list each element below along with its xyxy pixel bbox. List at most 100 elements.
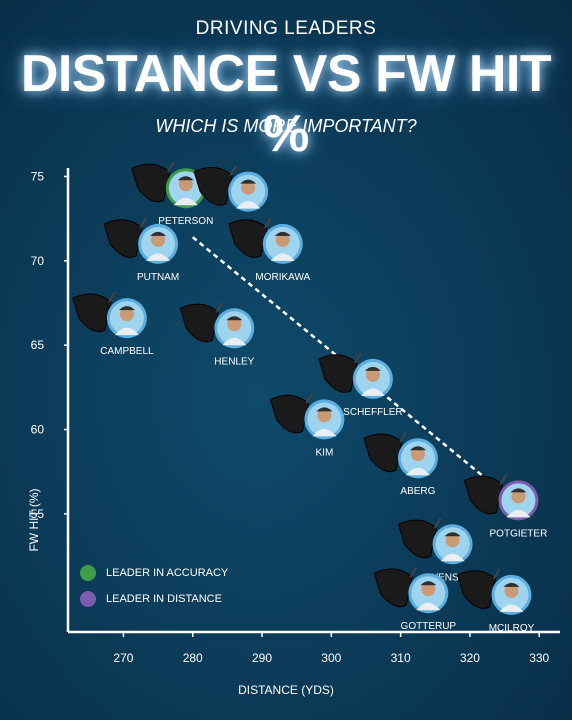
avatar-cap-icon <box>226 316 243 321</box>
avatar-face-icon <box>317 408 332 423</box>
y-tick-label: 65 <box>31 338 45 352</box>
avatar-cap-icon <box>503 582 520 587</box>
y-tick-label: 55 <box>31 507 45 521</box>
point-label: GOTTERUP <box>401 621 457 632</box>
driver-hosel-icon <box>166 161 175 173</box>
avatar-face-icon <box>275 232 290 247</box>
avatar-shirt-icon <box>146 253 171 261</box>
driver-head-icon <box>72 293 112 333</box>
avatar-face-icon <box>151 232 166 247</box>
y-tick-label: 60 <box>31 423 45 437</box>
driver-hosel-icon <box>354 352 362 364</box>
avatar-shirt-icon <box>506 509 531 518</box>
x-tick-label: 330 <box>529 651 549 665</box>
point-label: ABERG <box>400 486 435 497</box>
driver-hosel-icon <box>492 568 501 580</box>
x-tick-label: 290 <box>252 651 272 665</box>
driver-head-icon <box>373 568 413 608</box>
point-label: MCILROY <box>489 623 535 634</box>
data-point-peterson: PETERSON <box>131 161 213 227</box>
avatar-face-icon <box>365 367 380 382</box>
data-point-svensson: SVENSSON <box>397 517 481 583</box>
avatar-face-icon <box>410 447 425 462</box>
data-point-aberg: ABERG <box>363 431 438 497</box>
x-tick-label: 300 <box>321 651 341 665</box>
avatar-cap-icon <box>118 306 135 311</box>
avatar-face-icon <box>241 180 256 195</box>
point-label: SVENSSON <box>425 572 481 583</box>
point-label: MORIKAWA <box>255 272 310 283</box>
point-label: POTGIETER <box>490 528 548 539</box>
driver-hosel-icon <box>215 301 224 313</box>
legend-label-accuracy: LEADER IN ACCURACY <box>106 567 229 579</box>
legend-label-distance: LEADER IN DISTANCE <box>106 593 222 605</box>
point-label: SCHEFFLER <box>343 407 402 418</box>
avatar-shirt-icon <box>270 253 295 261</box>
legend-item-accuracy: LEADER IN ACCURACY <box>80 564 228 582</box>
avatar-shirt-icon <box>114 327 139 336</box>
data-point-campbell: CAMPBELL <box>72 291 154 357</box>
y-tick-label: 70 <box>31 254 45 268</box>
data-point-scheffler: SCHEFFLER <box>318 352 403 418</box>
x-axis-label: DISTANCE (YDS) <box>238 683 334 697</box>
avatar-shirt-icon <box>312 428 337 437</box>
avatar-face-icon <box>511 489 526 504</box>
driver-head-icon <box>456 570 497 609</box>
avatar-cap-icon <box>150 231 167 236</box>
driver-head-icon <box>397 519 438 559</box>
chart-title: DISTANCE VS FW HIT % <box>20 45 552 163</box>
avatar-face-icon <box>421 582 436 597</box>
driver-hosel-icon <box>305 392 314 404</box>
point-label: CAMPBELL <box>100 346 154 357</box>
x-tick-label: 320 <box>460 651 480 665</box>
legend-item-distance: LEADER IN DISTANCE <box>80 590 228 608</box>
avatar-cap-icon <box>240 179 257 184</box>
avatar-cap-icon <box>274 231 291 236</box>
legend-swatch-accuracy <box>80 565 96 581</box>
avatar-shirt-icon <box>416 602 441 611</box>
avatar-shirt-icon <box>236 201 261 209</box>
driver-head-icon <box>103 219 143 258</box>
avatar-cap-icon <box>510 488 527 493</box>
avatar-face-icon <box>119 307 134 322</box>
driver-head-icon <box>228 219 268 258</box>
point-label: KIM <box>316 447 334 458</box>
data-point-henley: HENLEY <box>179 301 255 367</box>
driver-hosel-icon <box>263 217 272 229</box>
chart-kicker: DRIVING LEADERS <box>195 18 377 39</box>
legend: LEADER IN ACCURACY LEADER IN DISTANCE <box>80 564 228 616</box>
driver-hosel-icon <box>229 165 238 177</box>
avatar-cap-icon <box>444 532 461 537</box>
x-tick-label: 270 <box>113 651 133 665</box>
driver-hosel-icon <box>108 291 116 303</box>
x-tick-label: 310 <box>391 651 411 665</box>
driver-head-icon <box>463 475 503 515</box>
point-label: PETERSON <box>158 216 213 227</box>
driver-head-icon <box>269 394 309 434</box>
driver-hosel-icon <box>409 566 418 578</box>
avatar-shirt-icon <box>173 197 198 206</box>
y-tick-label: 75 <box>31 169 45 183</box>
avatar-face-icon <box>227 317 242 332</box>
driver-head-icon <box>193 166 233 206</box>
data-point-potgieter: POTGIETER <box>463 473 548 539</box>
driver-head-icon <box>363 433 403 473</box>
driver-hosel-icon <box>433 517 442 529</box>
avatar-cap-icon <box>364 366 381 371</box>
avatar-face-icon <box>504 583 519 598</box>
avatar-face-icon <box>178 177 193 192</box>
driver-hosel-icon <box>399 431 407 443</box>
driver-head-icon <box>318 354 358 393</box>
point-label: PUTNAM <box>137 272 179 283</box>
avatar-cap-icon <box>409 446 426 451</box>
driver-hosel-icon <box>139 217 147 229</box>
driver-head-icon <box>179 303 219 343</box>
avatar-shirt-icon <box>405 467 430 476</box>
avatar-cap-icon <box>177 176 194 181</box>
avatar-shirt-icon <box>499 604 524 612</box>
legend-swatch-distance <box>80 591 96 607</box>
data-point-gotterup: GOTTERUP <box>373 566 457 632</box>
driver-head-icon <box>131 163 171 203</box>
avatar-cap-icon <box>316 407 333 412</box>
chart-subtitle: WHICH IS MORE IMPORTANT? <box>155 116 417 136</box>
